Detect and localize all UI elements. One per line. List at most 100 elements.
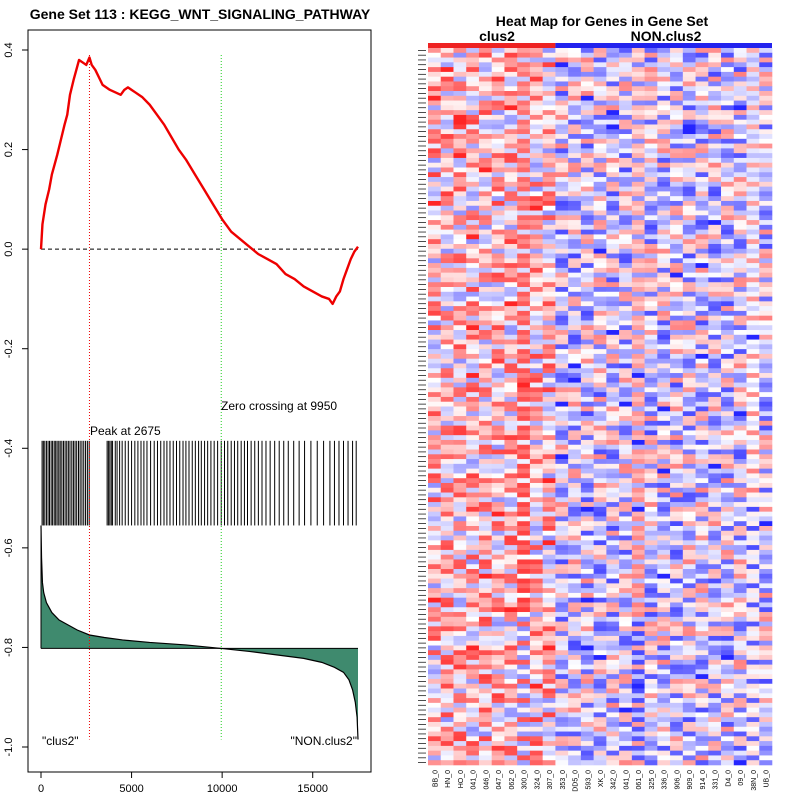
heatmap-cell (593, 186, 607, 192)
heatmap-cell (644, 253, 658, 259)
heatmap-cell (529, 554, 543, 560)
heatmap-cell (670, 741, 684, 747)
heatmap-cell (746, 110, 760, 116)
heatmap-cell (619, 177, 633, 183)
heatmap-cell (555, 435, 569, 441)
heatmap-cell (542, 478, 556, 484)
heatmap-cell (733, 521, 747, 527)
heatmap-cell (453, 540, 467, 546)
heatmap-cell (580, 301, 594, 307)
heatmap-cell (670, 138, 684, 144)
heatmap-cell (504, 659, 518, 665)
heatmap-cell (504, 401, 518, 407)
heatmap-cell (466, 626, 480, 632)
heatmap-cell (593, 721, 607, 728)
heatmap-cell (631, 745, 645, 751)
heatmap-cell (708, 148, 722, 154)
heatmap-cell (453, 592, 467, 598)
heatmap-cell (466, 420, 480, 426)
heatmap-cell (453, 52, 467, 58)
heatmap-cell (504, 148, 518, 154)
heatmap-cell (682, 487, 696, 493)
heatmap-cell (759, 473, 773, 479)
heatmap-cell (606, 506, 620, 512)
heatmap-cell (542, 263, 556, 269)
heatmap-cell (529, 234, 543, 240)
heatmap-cell (746, 612, 760, 618)
heatmap-cell (428, 368, 442, 374)
heatmap-cell (746, 645, 760, 651)
heatmap-cell (657, 559, 671, 565)
heatmap-cell (428, 425, 442, 431)
heatmap-cell (491, 698, 505, 704)
heatmap-cell (733, 516, 747, 522)
heatmap-cell (568, 334, 582, 340)
heatmap-cell (491, 263, 505, 269)
heatmap-cell (478, 750, 493, 756)
heatmap-cell (517, 277, 531, 283)
heatmap-cell (529, 258, 543, 264)
heatmap-cell (670, 52, 684, 58)
heatmap-cell (695, 387, 709, 393)
heatmap-cell (644, 282, 658, 288)
heatmap-cell (606, 482, 620, 489)
heatmap-cell (580, 291, 594, 297)
heatmap-cell (529, 592, 543, 598)
heatmap-cell (504, 468, 518, 474)
heatmap-cell (619, 516, 633, 522)
heatmap-cell (733, 760, 747, 766)
heatmap-cell (733, 425, 747, 431)
heatmap-cell (644, 353, 658, 359)
heatmap-cell (670, 688, 684, 694)
heatmap-cell (759, 726, 773, 732)
heatmap-cell (466, 134, 480, 140)
heatmap-cell (695, 635, 709, 642)
heatmap-cell (555, 81, 569, 87)
heatmap-cell (542, 492, 556, 498)
heatmap-cell (517, 683, 531, 689)
heatmap-cell (517, 635, 531, 642)
heatmap-cell (708, 497, 722, 503)
heatmap-cell (695, 215, 709, 221)
heatmap-cell (580, 353, 594, 359)
heatmap-cell (529, 439, 543, 446)
heatmap-cell (746, 721, 760, 728)
heatmap-cell (721, 325, 735, 331)
heatmap-cell (478, 320, 493, 326)
heatmap-cell (759, 530, 773, 536)
heatmap-cell (733, 731, 747, 737)
heatmap-cell (746, 205, 760, 211)
heatmap-cell (682, 167, 696, 173)
heatmap-cell (657, 745, 671, 751)
heatmap-cell (478, 153, 493, 159)
heatmap-cell (428, 597, 442, 603)
heatmap-cell (555, 430, 569, 436)
heatmap-cell (453, 62, 467, 68)
heatmap-cell (733, 454, 747, 460)
heatmap-cell (657, 693, 671, 699)
heatmap-cell (580, 67, 594, 73)
heatmap-cell (580, 482, 594, 489)
heatmap-cell (670, 205, 684, 211)
heatmap-cell (619, 157, 633, 164)
heatmap-cell (619, 640, 633, 646)
heatmap-cell (733, 468, 747, 474)
heatmap-cell (670, 296, 684, 302)
heatmap-cell (631, 320, 645, 326)
heatmap-cell (746, 267, 760, 273)
heatmap-cell (733, 277, 747, 283)
heatmap-cell (491, 95, 505, 101)
heatmap-cell (453, 741, 467, 747)
heatmap-cell (517, 71, 531, 77)
heatmap-cell (708, 124, 722, 130)
heatmap-cell (644, 717, 658, 723)
heatmap-cell (670, 444, 684, 450)
heatmap-cell (670, 674, 684, 680)
heatmap-cell (440, 506, 454, 512)
heatmap-cell (733, 239, 747, 245)
heatmap-cell (542, 664, 556, 670)
heatmap-cell (453, 153, 467, 159)
heatmap-cell (478, 731, 493, 737)
heatmap-cell (682, 315, 696, 321)
heatmap-cell (491, 506, 505, 512)
